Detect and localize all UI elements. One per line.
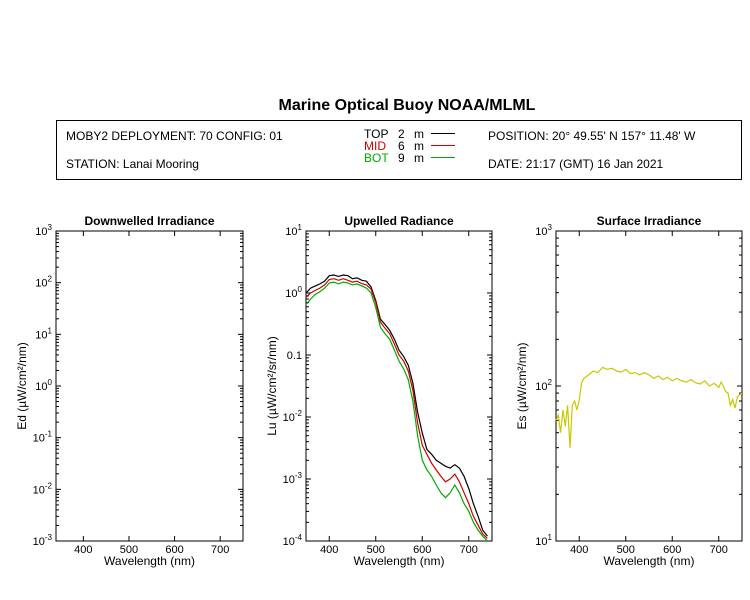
chart-1: Upwelled Radiance Wavelength (nm) Lu (µW/c…	[265, 214, 493, 568]
y-tick-exponent: -3	[295, 471, 303, 480]
x-tick-label: 500	[367, 544, 385, 556]
y-tick-label: 101	[535, 533, 552, 548]
x-axis-label: Wavelength (nm)	[604, 554, 695, 568]
page-title: Marine Optical Buoy NOAA/MLML	[278, 97, 536, 114]
y-tick-exponent: -1	[45, 430, 53, 439]
plot-frame	[555, 230, 743, 542]
chart-0: Downwelled Irradiance Wavelength (nm) Ed (…	[15, 214, 244, 568]
depth-top-label: TOP	[364, 127, 389, 141]
depth-top-value: 2	[398, 127, 405, 141]
y-tick-exponent: 2	[48, 275, 53, 284]
y-axis-label: Ed (µW/cm²/nm)	[15, 342, 29, 430]
chart-title: Surface Irradiance	[597, 214, 702, 228]
depth-bot-unit: m	[414, 151, 424, 165]
y-tick-exponent: 1	[298, 223, 303, 232]
y-tick-label: 102	[535, 378, 552, 393]
position-label: POSITION: 20° 49.55' N 157° 11.48' W	[488, 129, 696, 143]
series-line-top	[305, 274, 488, 537]
series-line-mid	[305, 278, 488, 539]
y-tick-exponent: -2	[45, 481, 53, 490]
x-tick-label: 600	[165, 544, 183, 556]
y-tick-exponent: 2	[548, 378, 553, 387]
x-tick-label: 600	[413, 544, 431, 556]
y-tick-exponent: 0	[48, 378, 53, 387]
y-tick-label: 10-2	[283, 409, 303, 424]
chart-title: Downwelled Irradiance	[84, 214, 214, 228]
y-axis-label: Lu (µW/cm²/sr/nm)	[265, 336, 279, 436]
plot-frame	[55, 230, 244, 542]
y-tick-label: 10-3	[33, 533, 53, 548]
x-tick-label: 600	[663, 544, 681, 556]
depth-mid-line	[431, 145, 455, 146]
deployment-label: MOBY2 DEPLOYMENT: 70 CONFIG: 01	[66, 129, 283, 143]
y-tick-exponent: 1	[48, 326, 53, 335]
depth-bot-label: BOT	[364, 151, 389, 165]
y-tick-label: 103	[35, 223, 52, 238]
y-tick-exponent: 1	[548, 533, 553, 542]
y-tick-exponent: -4	[295, 533, 303, 542]
series-line-es	[555, 366, 743, 448]
depth-top-unit: m	[414, 127, 424, 141]
y-tick-label: 10-3	[283, 471, 303, 486]
x-tick-label: 500	[120, 544, 138, 556]
x-tick-label: 700	[211, 544, 229, 556]
chart-title: Upwelled Radiance	[344, 214, 454, 228]
y-tick-exponent: -2	[295, 409, 303, 418]
plot-frame	[305, 230, 493, 542]
y-tick-label: 100	[285, 285, 302, 300]
x-tick-label: 400	[320, 544, 338, 556]
y-tick-label: 103	[535, 223, 552, 238]
y-tick-exponent: 0	[298, 285, 303, 294]
depth-mid-unit: m	[414, 139, 424, 153]
y-tick-label: 10-4	[283, 533, 303, 548]
y-tick-label: 100	[35, 378, 52, 393]
date-label: DATE: 21:17 (GMT) 16 Jan 2021	[488, 157, 664, 171]
depth-mid-value: 6	[398, 139, 405, 153]
y-axis-label: Es (µW/cm²/nm)	[515, 343, 529, 430]
x-tick-label: 700	[710, 544, 728, 556]
y-tick-label: 101	[285, 223, 302, 238]
x-axis-label: Wavelength (nm)	[354, 554, 445, 568]
y-tick-label: 0.1	[287, 350, 302, 362]
series-line-bot	[305, 281, 488, 542]
depth-bot-line	[431, 157, 455, 158]
x-tick-label: 400	[74, 544, 92, 556]
info-box: MOBY2 DEPLOYMENT: 70 CONFIG: 01 STATION:…	[56, 120, 742, 180]
x-tick-label: 500	[617, 544, 635, 556]
x-tick-label: 700	[460, 544, 478, 556]
station-label: STATION: Lanai Mooring	[66, 157, 199, 171]
x-tick-label: 400	[570, 544, 588, 556]
y-tick-label: 102	[35, 275, 52, 290]
y-tick-label: 10-2	[33, 481, 53, 496]
chart-2: Surface Irradiance Wavelength (nm) Es (µW/…	[515, 214, 743, 568]
x-axis-label: Wavelength (nm)	[104, 554, 195, 568]
depth-bot-value: 9	[398, 151, 405, 165]
y-tick-label: 101	[35, 326, 52, 341]
y-tick-label: 10-1	[33, 430, 53, 445]
y-tick-exponent: 3	[548, 223, 553, 232]
y-tick-exponent: 3	[48, 223, 53, 232]
depth-mid-label: MID	[364, 139, 386, 153]
y-tick-exponent: -3	[45, 533, 53, 542]
depth-top-line	[431, 133, 455, 134]
